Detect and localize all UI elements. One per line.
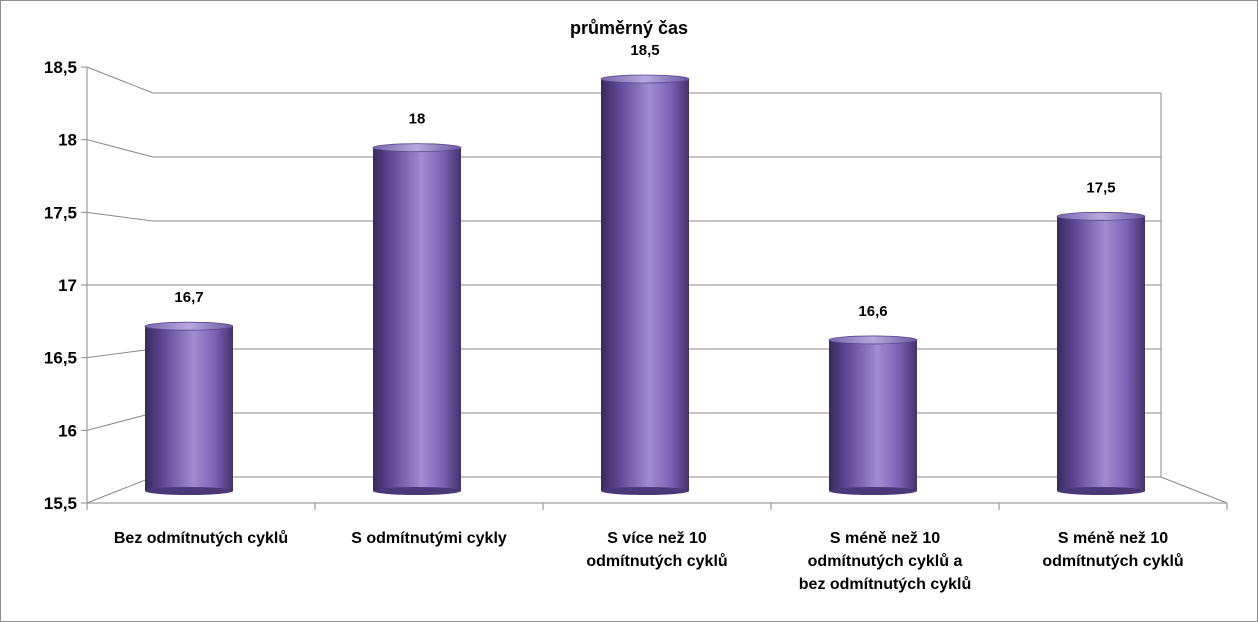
bar	[600, 74, 690, 495]
gridline-side	[86, 412, 154, 431]
data-label: 16,7	[174, 289, 203, 306]
y-tick-label: 18,5	[44, 58, 77, 77]
data-label: 18	[409, 111, 426, 128]
y-tick-label: 17,5	[44, 203, 77, 222]
bar-body	[829, 339, 917, 491]
bar-base	[601, 487, 689, 495]
data-label: 16,6	[858, 303, 887, 320]
floor-right-edge	[1160, 476, 1228, 504]
x-category-label-line: bez odmítnutých cyklů	[799, 576, 971, 593]
x-category-label-line: odmítnutých cyklů a	[808, 553, 963, 570]
gridline-side	[86, 348, 154, 359]
gridline-side	[86, 211, 154, 222]
bar-base	[373, 487, 461, 495]
bar	[1056, 211, 1146, 495]
bar-top	[372, 143, 462, 153]
data-label: 17,5	[1086, 179, 1115, 196]
bar-base	[829, 487, 917, 495]
x-category-label-line: Bez odmítnutých cyklů	[114, 530, 288, 547]
y-tick-label: 18	[58, 131, 77, 150]
bar-base	[1057, 487, 1145, 495]
bar-body	[373, 147, 461, 491]
x-category-label-line: S méně než 10	[830, 530, 940, 547]
bar-base	[145, 487, 233, 495]
x-category-label-line: S odmítnutými cykly	[351, 530, 507, 547]
x-category-label-line: S více než 10	[607, 530, 707, 547]
x-category-label-line: odmítnutých cyklů	[586, 553, 727, 570]
x-category-label: Bez odmítnutých cyklů	[114, 530, 288, 547]
bar-top	[1056, 211, 1146, 221]
bar	[372, 143, 462, 495]
gridline-side	[86, 66, 154, 94]
data-label: 18,5	[630, 42, 659, 59]
y-tick-label: 15,5	[44, 494, 77, 513]
gridline-side	[86, 476, 154, 504]
y-tick-label: 17	[58, 276, 77, 295]
x-category-label: S méně než 10 odmítnutých cyklů a bez odmí…	[799, 530, 971, 593]
chart-title: průměrný čas	[570, 18, 688, 38]
y-tick-label: 16	[58, 421, 77, 440]
bar-body	[601, 79, 689, 491]
x-category-label-line: odmítnutých cyklů	[1042, 553, 1183, 570]
bar	[144, 321, 234, 495]
x-category-label-line: S méně než 10	[1058, 530, 1168, 547]
bar-top	[828, 335, 918, 345]
bar-top	[144, 321, 234, 331]
bar	[828, 335, 918, 495]
x-category-label: S více než 10 odmítnutých cyklů	[586, 530, 727, 570]
gridline-side	[86, 139, 154, 158]
bar-body	[1057, 216, 1145, 492]
bar-top	[600, 74, 690, 84]
bar-body	[145, 326, 233, 491]
x-category-label: S méně než 10 odmítnutých cyklů	[1042, 530, 1183, 570]
x-category-label: S odmítnutými cykly	[351, 530, 507, 547]
y-tick-label: 16,5	[44, 349, 77, 368]
